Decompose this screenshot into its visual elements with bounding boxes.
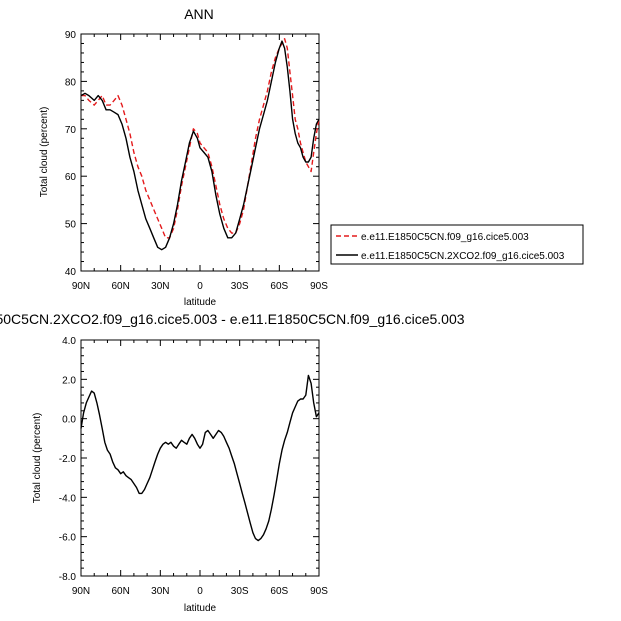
bottom-x-tick-label-6: 90S bbox=[310, 586, 328, 597]
top-series-line-1 bbox=[81, 38, 320, 239]
bottom-panel: 50C5CN.2XCO2.f09_g16.cice5.003 - e.e11.E… bbox=[0, 311, 465, 614]
bottom-y-axis-label: Total cloud (percent) bbox=[32, 413, 43, 504]
bottom-y-tick-label-1: 2.0 bbox=[62, 375, 76, 386]
top-panel: ANN 90N 60N 30N 0 30S 60S 90S 40 50 60 70 80 90 lati… bbox=[39, 6, 584, 308]
bottom-y-tick-label-2: 0.0 bbox=[62, 415, 76, 426]
top-x-tick-label-0: 90N bbox=[72, 281, 90, 292]
top-y-axis-label: Total cloud (percent) bbox=[39, 107, 50, 198]
bottom-x-tick-label-3: 0 bbox=[197, 586, 203, 597]
top-y-tick-label-5: 90 bbox=[65, 30, 77, 41]
bottom-x-tick-label-4: 30S bbox=[231, 586, 249, 597]
top-y-tick-label-3: 70 bbox=[65, 125, 77, 136]
top-y-tick-label-0: 40 bbox=[65, 267, 77, 278]
bottom-y-tick-label-6: -8.0 bbox=[59, 572, 77, 583]
bottom-x-tick-label-5: 60S bbox=[270, 586, 288, 597]
top-chart-title: ANN bbox=[184, 6, 214, 22]
bottom-y-tick-label-4: -4.0 bbox=[59, 493, 77, 504]
top-series-line-2 bbox=[80, 40, 320, 251]
top-x-tick-label-2: 30N bbox=[151, 281, 169, 292]
bottom-x-tick-label-2: 30N bbox=[151, 586, 169, 597]
top-x-tick-label-5: 60S bbox=[270, 281, 288, 292]
legend: e.e11.E1850C5CN.f09_g16.cice5.003 e.e11.… bbox=[330, 224, 584, 265]
top-x-axis-label: latitude bbox=[184, 297, 217, 308]
top-x-tick-label-6: 90S bbox=[310, 281, 328, 292]
top-x-tick-label-1: 60N bbox=[111, 281, 129, 292]
bottom-series-line-1 bbox=[80, 374, 320, 542]
top-y-tick-label-1: 50 bbox=[65, 220, 77, 231]
top-plot-frame bbox=[80, 33, 320, 272]
bottom-x-axis-label: latitude bbox=[184, 603, 217, 614]
top-x-tick-label-4: 30S bbox=[231, 281, 249, 292]
top-y-tick-label-2: 60 bbox=[65, 172, 77, 183]
legend-label-series-2: e.e11.E1850C5CN.2XCO2.f09_g16.cice5.003 bbox=[361, 251, 565, 262]
bottom-x-tick-label-1: 60N bbox=[111, 586, 129, 597]
bottom-x-tick-label-0: 90N bbox=[72, 586, 90, 597]
top-x-tick-label-3: 0 bbox=[197, 281, 203, 292]
top-y-tick-label-4: 80 bbox=[65, 77, 77, 88]
bottom-y-tick-label-0: 4.0 bbox=[62, 336, 76, 347]
legend-label-series-1: e.e11.E1850C5CN.f09_g16.cice5.003 bbox=[361, 232, 529, 243]
bottom-y-tick-label-3: -2.0 bbox=[59, 454, 77, 465]
legend-box bbox=[330, 224, 584, 265]
bottom-chart-title: 50C5CN.2XCO2.f09_g16.cice5.003 - e.e11.E… bbox=[0, 311, 465, 327]
bottom-y-tick-label-5: -6.0 bbox=[59, 533, 77, 544]
bottom-plot-frame bbox=[80, 339, 320, 577]
